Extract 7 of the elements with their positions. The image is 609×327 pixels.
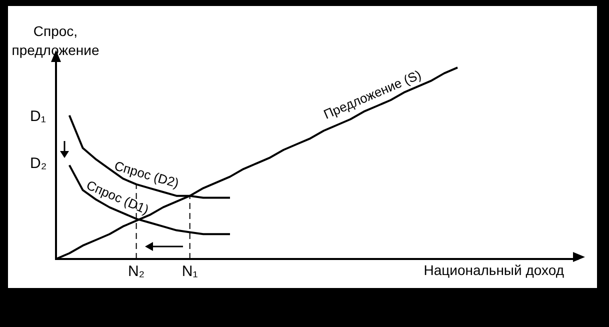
x-axis-title: Национальный доход — [424, 262, 564, 278]
x-tick-label: N₂ — [128, 263, 145, 280]
y-axis-title: Спрос, предложение — [10, 22, 100, 60]
text: Спрос (D2) — [112, 158, 181, 191]
x-tick-label: N₁ — [182, 263, 198, 280]
text: D₂ — [30, 155, 47, 172]
text: D₁ — [30, 108, 46, 125]
